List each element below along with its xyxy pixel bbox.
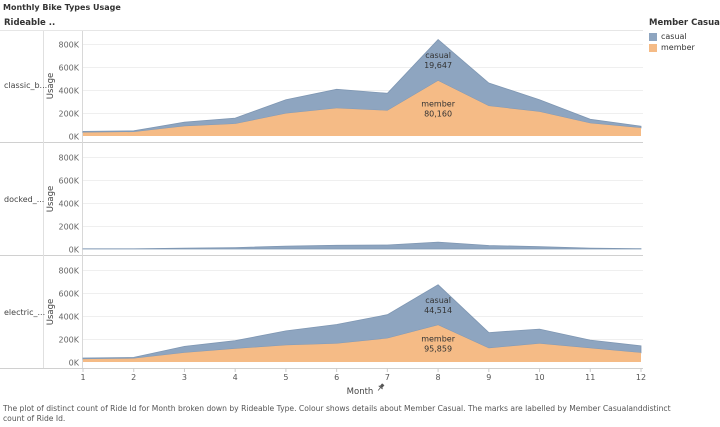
data-label-member-value: 95,859 (424, 345, 452, 354)
x-tick-label: 1 (80, 373, 85, 382)
chart-area: 0K200K400K600K800KUsageclassic_b...casua… (0, 30, 646, 397)
data-label-casual-value: 19,647 (424, 61, 452, 70)
y-tick-label: 200K (58, 336, 79, 345)
x-tick-label: 2 (131, 373, 136, 382)
y-tick-label: 800K (58, 154, 79, 163)
legend-swatch-member (649, 43, 657, 52)
data-label-casual-name: casual (425, 296, 451, 305)
chart-title: Monthly Bike Types Usage (3, 3, 121, 12)
y-tick-label: 0K (69, 359, 80, 368)
legend-swatch-casual (649, 32, 657, 41)
x-tick-label: 6 (334, 373, 339, 382)
data-label-member-name: member (421, 99, 456, 108)
row-label: electric_... (4, 308, 45, 317)
data-label-member-name: member (421, 335, 456, 344)
y-tick-label: 800K (58, 41, 79, 50)
row-label: docked_... (4, 195, 44, 204)
x-tick-label: 9 (486, 373, 491, 382)
data-label-member-value: 80,160 (424, 109, 452, 118)
y-axis-title: Usage (46, 299, 56, 325)
x-tick-label: 10 (534, 373, 544, 382)
data-label-casual-name: casual (425, 51, 451, 60)
x-tick-label: 7 (385, 373, 390, 382)
legend-label-casual: casual (661, 32, 687, 41)
y-tick-label: 400K (58, 200, 79, 209)
x-axis-title: Month (347, 387, 374, 397)
legend-label-member: member (661, 43, 695, 52)
y-axis-title: Usage (46, 186, 56, 212)
y-tick-label: 0K (69, 133, 80, 142)
pin-icon-needle (377, 387, 381, 391)
x-tick-label: 4 (233, 373, 238, 382)
x-tick-label: 8 (436, 373, 441, 382)
y-tick-label: 400K (58, 313, 79, 322)
y-tick-label: 600K (58, 64, 79, 73)
x-tick-label: 5 (283, 373, 288, 382)
row-header[interactable]: Rideable .. (4, 18, 56, 28)
legend-title: Member Casual (649, 18, 720, 28)
pin-icon (377, 383, 385, 391)
x-tick-label: 12 (636, 373, 646, 382)
area-member (83, 80, 641, 136)
x-tick-label: 11 (585, 373, 595, 382)
y-tick-label: 0K (69, 246, 80, 255)
y-tick-label: 200K (58, 223, 79, 232)
y-axis-title: Usage (46, 73, 56, 99)
y-tick-label: 600K (58, 290, 79, 299)
y-tick-label: 600K (58, 177, 79, 186)
legend-item-casual[interactable]: casual (649, 31, 719, 42)
pin-icon-collar (378, 385, 383, 390)
y-tick-label: 400K (58, 87, 79, 96)
x-tick-label: 3 (182, 373, 187, 382)
area-casual (82, 241, 642, 250)
data-label-casual-value: 44,514 (424, 306, 452, 315)
y-tick-label: 800K (58, 267, 79, 276)
legend-item-member[interactable]: member (649, 42, 719, 53)
y-tick-label: 200K (58, 110, 79, 119)
chart-caption: The plot of distinct count of Ride Id fo… (3, 404, 671, 423)
pin-icon-head (379, 383, 385, 388)
area-member (83, 325, 641, 362)
legend: Member Casual casual member (649, 18, 720, 53)
row-label: classic_b... (4, 81, 47, 90)
